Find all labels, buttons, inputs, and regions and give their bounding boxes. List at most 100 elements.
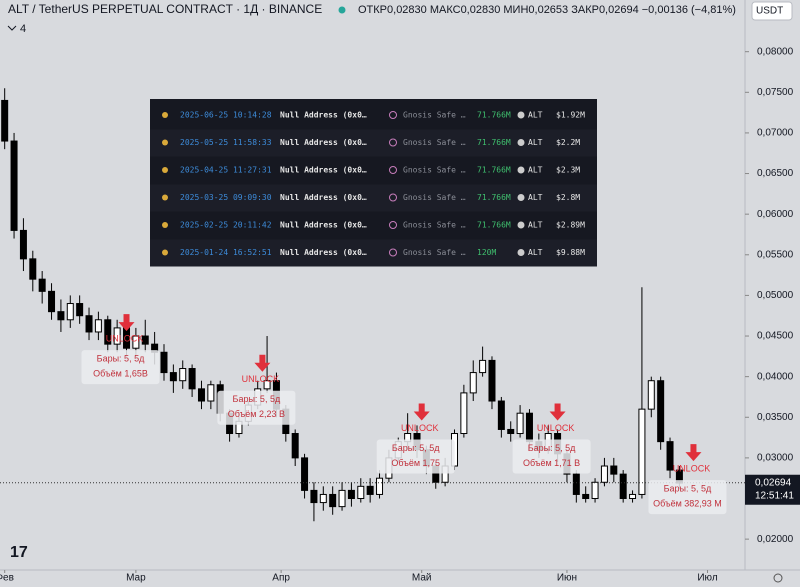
candle-body [488,359,496,402]
unlock-box [648,480,727,515]
status-dot [338,6,346,14]
token-icon [517,194,525,201]
candle-body [591,481,599,500]
y-tick-label: 0,06000 [757,209,794,220]
table-cell: 2025-03-25 09:09:30 [180,193,272,202]
candle-body [10,140,18,231]
row-icon [162,167,168,173]
unlock-label: UNLOCK [673,463,711,473]
table-cell: Null Address (0x0… [280,248,367,257]
unlock-label: UNLOCK [401,423,439,433]
unlock-box [81,350,160,385]
table-cell: 71.766M [477,138,511,147]
token-icon [517,139,525,146]
candle-body [104,319,112,345]
unlock-volume: Объём 1,71 B [523,458,580,468]
candle-body [57,311,65,321]
candle-body [357,485,365,500]
table-cell: 2025-04-25 11:27:31 [180,166,272,175]
currency[interactable]: USDT [756,6,783,17]
candle-body [638,408,646,495]
x-tick-label: Фев [0,573,14,584]
candle-body [179,368,187,382]
table-bg [150,99,597,263]
table-cell: 2025-05-25 11:58:33 [180,138,272,147]
unlock-volume: Объём 1,75 [391,458,440,468]
candle-body [197,388,205,402]
candle-body [1,99,9,142]
table-cell: ALT [528,111,543,120]
y-tick-label: 0,08000 [757,46,794,57]
candle-body [479,359,487,374]
candle-body [376,477,384,495]
candle-body [366,485,374,495]
table-cell: Gnosis Safe … [403,221,466,230]
candle-body [572,473,580,495]
candle-body [301,457,309,491]
candle-body [600,465,608,483]
unlock-bars: Бары: 5, 5д [528,443,576,453]
countdown: 12:51:41 [755,490,794,501]
table-cell: Gnosis Safe … [403,166,466,175]
table-cell: $2.8M [556,193,580,202]
row-icon [162,222,168,228]
unlock-bars: Бары: 5, 5д [392,443,440,453]
x-tick-label: Июн [557,573,577,584]
safe-icon [389,111,397,119]
candle-body [469,372,477,394]
row-icon [162,249,168,256]
candle-body [507,428,515,435]
candle-body [525,412,533,443]
token-icon [517,249,525,256]
logo: 17 [10,544,28,561]
currency-box[interactable] [751,1,793,21]
x-tick-label: Апр [272,573,290,584]
row-icon [162,194,168,201]
candle-body [338,489,346,508]
last-price-label: 0,02694 [755,477,792,488]
row-icon [162,139,168,146]
table-cell: 2025-02-25 20:11:42 [180,221,272,230]
unlock-arrow [118,314,135,332]
ohlc: ОТКР0,02830 МАКС0,02830 МИН0,02653 ЗАКР0… [358,4,736,16]
candle-body [657,380,665,443]
table-cell: 2025-06-25 10:14:28 [180,111,272,120]
indicator-count: 4 [20,23,26,35]
candle-body [629,493,637,500]
y-tick-label: 0,02000 [757,534,794,545]
table-cell: Null Address (0x0… [280,138,367,147]
candle-body [619,473,627,500]
table-cell: $2.2M [556,138,580,147]
table-cell: Gnosis Safe … [403,138,466,147]
y-tick-label: 0,03000 [757,453,794,464]
table-cell: $9.88M [556,248,585,257]
table-cell: $2.3M [556,166,580,175]
y-tick-label: 0,03500 [757,412,794,423]
candle-body [48,290,56,313]
unlock-label: UNLOCK [537,423,575,433]
settings-icon[interactable] [773,573,783,583]
last-price-box [745,474,800,505]
symbol: ALT / TetherUS PERPETUAL CONTRACT · 1Д ·… [8,2,322,16]
unlock-arrow [413,403,430,421]
safe-icon [389,193,397,202]
y-tick-label: 0,05500 [757,249,794,260]
unlock-bars: Бары: 5, 5д [664,483,712,493]
unlock-box [376,439,455,474]
candle-body [263,380,271,390]
candle-body [38,278,46,292]
candle-body [141,335,149,345]
y-tick-label: 0,05000 [757,290,794,301]
candle-body [291,433,299,459]
unlock-volume: Объём 1,65B [93,368,148,378]
table-cell: ALT [528,248,543,257]
table-cell: Gnosis Safe … [403,193,466,202]
x-tick-label: Мар [126,573,146,584]
candle-body [460,392,468,435]
candle-body [582,493,590,500]
candle-body [610,465,618,475]
candle-body [497,400,505,430]
candle-body [647,380,655,410]
candle-body [29,258,37,280]
